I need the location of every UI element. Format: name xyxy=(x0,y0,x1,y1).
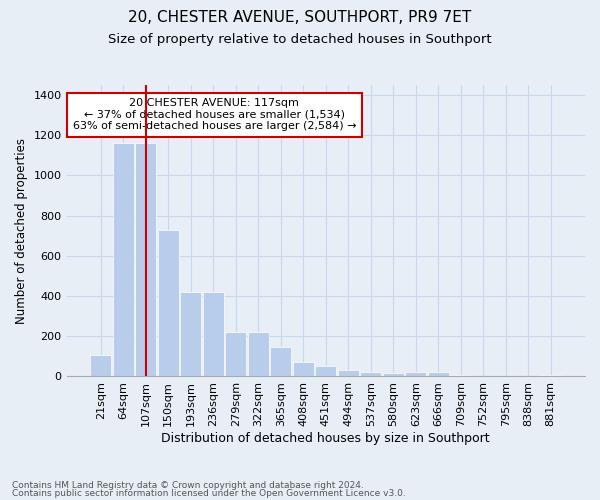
Bar xyxy=(225,332,247,376)
Text: Contains HM Land Registry data © Crown copyright and database right 2024.: Contains HM Land Registry data © Crown c… xyxy=(12,480,364,490)
Bar xyxy=(405,372,427,376)
Bar xyxy=(90,354,112,376)
Y-axis label: Number of detached properties: Number of detached properties xyxy=(15,138,28,324)
Bar xyxy=(338,370,359,376)
Bar xyxy=(428,372,449,376)
Bar xyxy=(158,230,179,376)
Text: 20, CHESTER AVENUE, SOUTHPORT, PR9 7ET: 20, CHESTER AVENUE, SOUTHPORT, PR9 7ET xyxy=(128,10,472,25)
Bar xyxy=(248,332,269,376)
Text: Contains public sector information licensed under the Open Government Licence v3: Contains public sector information licen… xyxy=(12,489,406,498)
Bar xyxy=(203,292,224,376)
Bar xyxy=(270,346,292,376)
Bar xyxy=(135,143,157,376)
Bar xyxy=(113,143,134,376)
Bar xyxy=(315,366,337,376)
Text: 20 CHESTER AVENUE: 117sqm
← 37% of detached houses are smaller (1,534)
63% of se: 20 CHESTER AVENUE: 117sqm ← 37% of detac… xyxy=(73,98,356,132)
Bar xyxy=(383,374,404,376)
Text: Size of property relative to detached houses in Southport: Size of property relative to detached ho… xyxy=(108,32,492,46)
X-axis label: Distribution of detached houses by size in Southport: Distribution of detached houses by size … xyxy=(161,432,490,445)
Bar xyxy=(293,362,314,376)
Bar xyxy=(180,292,202,376)
Bar xyxy=(360,372,382,376)
Bar xyxy=(450,375,472,376)
